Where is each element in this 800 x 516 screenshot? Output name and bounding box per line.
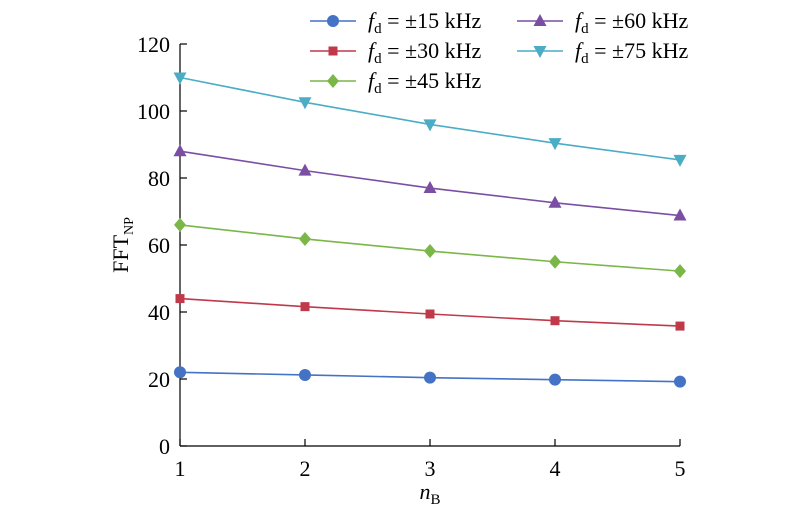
legend-var: f — [368, 8, 377, 33]
data-point — [424, 244, 436, 259]
legend-eq: = — [382, 38, 405, 63]
data-point — [423, 119, 437, 132]
y-axis-label: FFTNP — [108, 217, 137, 273]
legend-label: fd = ±30 kHz — [368, 38, 482, 67]
legend-eq: = — [589, 38, 612, 63]
data-point — [423, 181, 437, 194]
x-tick-label: 4 — [550, 456, 561, 481]
y-axis-label-sub: NP — [122, 217, 137, 235]
data-point — [673, 208, 687, 221]
x-tick-label: 1 — [175, 456, 186, 481]
x-ticks: 1 2 3 4 5 — [175, 439, 686, 481]
legend-var: f — [575, 38, 584, 63]
data-point — [674, 375, 686, 388]
data-point — [174, 217, 186, 232]
legend-item: fd = ±30 kHz — [310, 38, 482, 67]
x-axis-label-sub: B — [430, 492, 440, 508]
legend-eq: = — [382, 8, 405, 33]
x-tick-label: 2 — [300, 456, 311, 481]
data-point — [550, 316, 560, 326]
legend-value: ±75 kHz — [612, 38, 688, 63]
y-ticks: 0 20 40 60 80 100 120 — [137, 32, 187, 459]
data-point — [174, 366, 186, 379]
legend-label: fd = ±60 kHz — [575, 8, 689, 37]
data-point — [298, 97, 312, 110]
legend-marker — [533, 46, 547, 58]
y-axis-label-main: FFT — [108, 234, 133, 272]
data-point — [548, 138, 562, 151]
series-4 — [173, 72, 687, 167]
y-tick-label: 80 — [148, 166, 170, 191]
y-tick-label: 0 — [159, 434, 170, 459]
data-point — [299, 368, 311, 381]
series-layer — [173, 72, 687, 388]
legend-eq: = — [589, 8, 612, 33]
data-point — [674, 264, 686, 279]
legend-label: fd = ±75 kHz — [575, 38, 689, 67]
legend-var: f — [368, 68, 377, 93]
x-tick-label: 5 — [675, 456, 686, 481]
legend-item: fd = ±15 kHz — [310, 8, 482, 37]
series-3 — [173, 144, 687, 221]
y-tick-label: 60 — [148, 233, 170, 258]
data-point — [175, 294, 185, 304]
series-2 — [174, 217, 686, 279]
legend-item: fd = ±45 kHz — [310, 68, 482, 97]
y-tick-label: 40 — [148, 300, 170, 325]
legend-marker — [533, 14, 547, 26]
data-point — [424, 371, 436, 384]
legend-var-sub: d — [374, 21, 382, 37]
x-tick-label: 3 — [425, 456, 436, 481]
legend-var-sub: d — [581, 21, 589, 37]
legend-var-sub: d — [374, 51, 382, 67]
legend-value: ±60 kHz — [612, 8, 688, 33]
data-point — [425, 309, 435, 319]
y-tick-label: 120 — [137, 32, 170, 57]
legend-eq: = — [382, 68, 405, 93]
legend-value: ±45 kHz — [405, 68, 481, 93]
legend-item: fd = ±60 kHz — [517, 8, 689, 37]
legend-var: f — [368, 38, 377, 63]
legend-label: fd = ±45 kHz — [368, 68, 482, 97]
legend-var: f — [575, 8, 584, 33]
data-point — [173, 144, 187, 157]
y-tick-label: 100 — [137, 99, 170, 124]
legend-var-sub: d — [374, 81, 382, 97]
data-point — [548, 195, 562, 208]
legend-var-sub: d — [581, 51, 589, 67]
x-axis-label-main: n — [419, 479, 430, 504]
legend-value: ±30 kHz — [405, 38, 481, 63]
legend-item: fd = ±75 kHz — [517, 38, 689, 67]
legend-value: ±15 kHz — [405, 8, 481, 33]
x-axis-label: nB — [419, 479, 440, 508]
data-point — [673, 154, 687, 167]
y-tick-label: 20 — [148, 367, 170, 392]
data-point — [173, 72, 187, 85]
data-point — [675, 321, 685, 331]
legend-marker — [328, 46, 338, 56]
data-point — [549, 373, 561, 386]
legend-label: fd = ±15 kHz — [368, 8, 482, 37]
legend-marker — [327, 15, 339, 27]
legend-marker — [327, 74, 339, 88]
data-point — [549, 254, 561, 269]
data-point — [299, 231, 311, 246]
data-point — [300, 302, 310, 312]
data-point — [298, 163, 312, 176]
series-0 — [174, 366, 686, 388]
series-1 — [175, 294, 685, 331]
